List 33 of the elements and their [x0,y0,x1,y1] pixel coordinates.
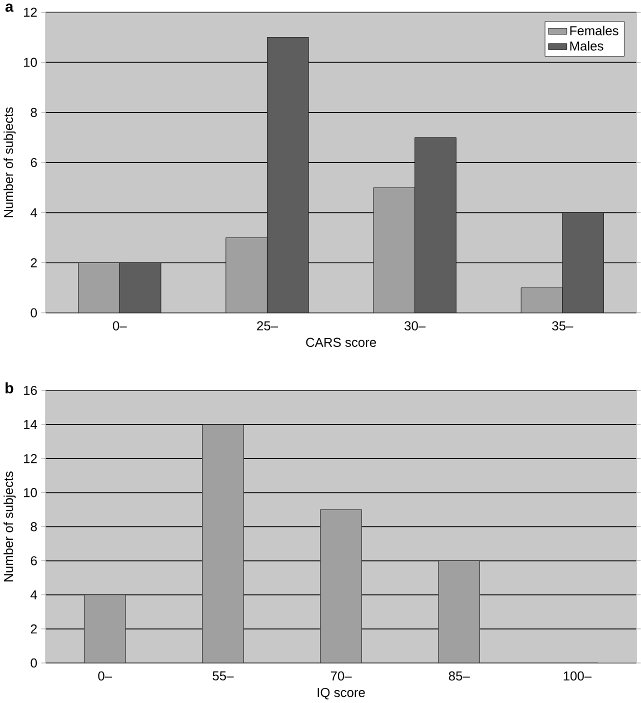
y-tick-label: 16 [24,386,37,395]
y-tick-label: 4 [30,590,38,600]
y-tick-label: 6 [30,556,37,566]
legend-label: Males [570,41,604,51]
x-tick-label: 0– [98,671,112,681]
y-tick-label: 2 [30,624,37,634]
x-tick-label: 85– [448,671,470,681]
y-axis-title: Number of subjects [4,472,16,582]
y-tick-label: 12 [24,8,37,17]
y-tick-label: 12 [24,454,37,464]
chart-title: a [5,4,14,12]
legend-label: Females [570,26,618,36]
x-tick-label: 100– [564,671,592,681]
y-tick-label: 8 [30,108,37,118]
x-tick-label: 55– [212,671,234,680]
x-tick-label: 30– [404,321,426,330]
y-tick-label: 2 [30,258,37,268]
y-tick-label: 4 [30,208,38,218]
x-tick-label: 0– [112,321,127,330]
y-axis-title: Number of subjects [4,107,16,218]
x-tick-label: 70– [330,671,352,681]
x-tick-label: 25– [257,321,278,330]
chart-title: b [6,382,14,394]
y-tick-label: 6 [30,158,37,168]
y-tick-label: 10 [24,488,37,498]
y-tick-label: 8 [30,522,37,532]
y-tick-label: 14 [24,420,38,429]
x-axis-title: CARS score [306,338,376,347]
y-tick-label: 0 [30,308,37,318]
x-tick-label: 35– [552,321,574,330]
y-tick-label: 10 [24,58,37,67]
y-tick-label: 0 [30,658,37,668]
x-axis-title: IQ score [318,688,365,700]
